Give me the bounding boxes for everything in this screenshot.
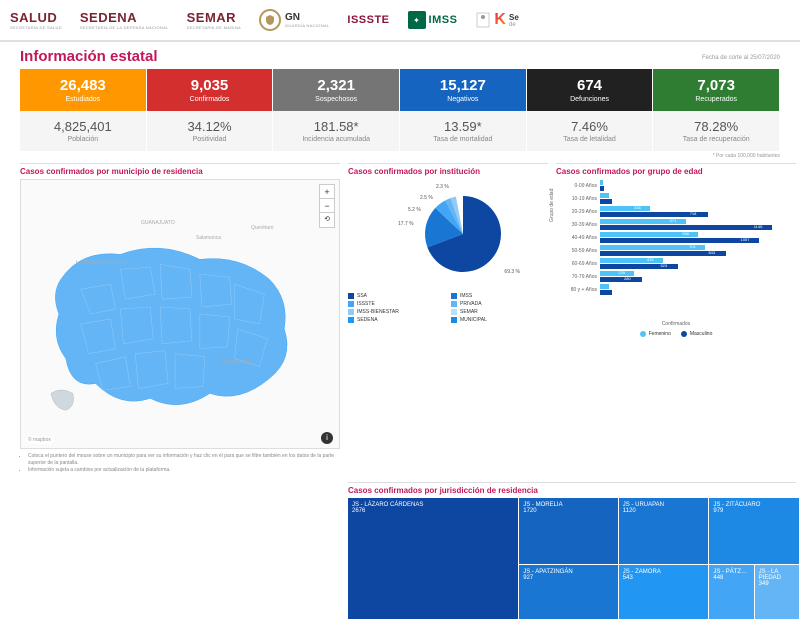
footnote: * Por cada 100,000 habitantes (20, 153, 780, 159)
logo-imss: ✦IMSS (408, 11, 458, 29)
age-title: Casos confirmados por grupo de edad (556, 163, 796, 176)
treemap-cell[interactable]: JS - LÁZARO CÁRDENAS2676 (348, 498, 518, 619)
treemap-cell[interactable]: JS - LA PIEDAD349 (755, 565, 799, 619)
stats-row-bottom: 4,825,401Población34.12%Positividad181.5… (20, 111, 780, 151)
stat-card[interactable]: 181.58*Incidencia acumulada (273, 111, 400, 151)
stat-card[interactable]: 13.59*Tasa de mortalidad (400, 111, 527, 151)
legend-item: Femenino (640, 331, 671, 337)
imss-icon: ✦ (408, 11, 426, 29)
pie-panel: Casos confirmados por institución 2.3 % … (348, 163, 548, 474)
map-attribution: © mapbox (25, 436, 54, 444)
stat-card[interactable]: 674Defunciones (527, 69, 654, 111)
stat-card[interactable]: 78.28%Tasa de recuperación (653, 111, 780, 151)
age-row: 30-39 Años5711145 (556, 218, 796, 231)
treemap-cell[interactable]: JS - PÁTZ…448 (709, 565, 753, 619)
map-title: Casos confirmados por municipio de resid… (20, 163, 340, 176)
stat-card[interactable]: 34.12%Positividad (147, 111, 274, 151)
stats-row-top: 26,483Estudiados9,035Confirmados2,321Sos… (20, 69, 780, 111)
age-chart[interactable]: Grupo de edad 0-09 Años10-19 Años20-29 A… (556, 179, 796, 319)
treemap-cell[interactable]: JS - ZAMORA543 (619, 565, 709, 619)
zoom-in-button[interactable]: + (320, 185, 334, 199)
logo-gn: GNGUARDIA NACIONAL (259, 9, 329, 31)
age-row: 70-79 Años229280 (556, 270, 796, 283)
content: Información estatal Fecha de corte al 25… (0, 42, 800, 624)
legend-item: Masculino (681, 331, 713, 337)
legend-item: SSA (348, 293, 445, 299)
date-note: Fecha de corte al 25/07/2020 (702, 55, 780, 61)
zoom-out-button[interactable]: − (320, 199, 334, 213)
legend-item: IMSS-BIENESTAR (348, 309, 445, 315)
map-zoom-controls[interactable]: + − ⟲ (319, 184, 335, 228)
legend-item: SEMAR (451, 309, 548, 315)
map[interactable]: GUANAJUATO Salamanca Querétaro La Piedad… (20, 179, 340, 449)
treemap-cell[interactable]: JS - ZITÁCUARO979 (709, 498, 799, 564)
treemap-cell[interactable]: JS - APATZINGÁN927 (519, 565, 618, 619)
stat-card[interactable]: 7.46%Tasa de letalidad (527, 111, 654, 151)
age-legend: Femenino Masculino (556, 331, 796, 337)
legend-item: ISSSTE (348, 301, 445, 307)
map-notes: Coloca el puntero del mouse sobre un mun… (20, 453, 340, 474)
stat-card[interactable]: 9,035Confirmados (147, 69, 274, 111)
logo-state: KSede (475, 11, 518, 29)
treemap[interactable]: JS - LÁZARO CÁRDENAS2676JS - MORELIA1720… (348, 498, 796, 618)
age-row: 50-59 Años701843 (556, 244, 796, 257)
zoom-reset-button[interactable]: ⟲ (320, 213, 334, 227)
logo-semar: SEMARSECRETARÍA DE MARINA (187, 10, 241, 30)
stat-card[interactable]: 26,483Estudiados (20, 69, 147, 111)
treemap-title: Casos confirmados por jurisdicción de re… (348, 482, 796, 495)
treemap-cell[interactable]: JS - URUAPAN1120 (619, 498, 709, 564)
info-icon[interactable]: i (321, 432, 333, 444)
header-bar: SALUDSECRETARÍA DE SALUD SEDENASECRETARÍ… (0, 0, 800, 42)
stat-card[interactable]: 2,321Sospechosos (273, 69, 400, 111)
map-panel: Casos confirmados por municipio de resid… (20, 163, 340, 474)
logo-sedena: SEDENASECRETARÍA DE LA DEFENSA NACIONAL (80, 10, 169, 30)
age-row: 20-29 Años334718 (556, 205, 796, 218)
legend-item: SEDENA (348, 317, 445, 323)
stat-card[interactable]: 15,127Negativos (400, 69, 527, 111)
treemap-panel: Casos confirmados por jurisdicción de re… (348, 482, 796, 618)
treemap-cell[interactable]: JS - MORELIA1720 (519, 498, 618, 564)
stat-card[interactable]: 4,825,401Población (20, 111, 147, 151)
shield-icon (259, 9, 281, 31)
legend-item: MUNICIPAL (451, 317, 548, 323)
page-title: Información estatal (20, 48, 780, 65)
pie-chart[interactable]: 2.3 % 2.5 % 5.2 % 17.7 % 69.3 % (348, 179, 548, 289)
pie-title: Casos confirmados por institución (348, 163, 548, 176)
age-row: 0-09 Años (556, 179, 796, 192)
age-row: 80 y + Años (556, 283, 796, 296)
age-row: 60-69 Años419523 (556, 257, 796, 270)
legend-item: PRIVADA (451, 301, 548, 307)
coat-of-arms-icon (475, 11, 491, 29)
stat-card[interactable]: 7,073Recuperados (653, 69, 780, 111)
age-row: 40-49 Años6561057 (556, 231, 796, 244)
logo-salud: SALUDSECRETARÍA DE SALUD (10, 10, 62, 30)
age-panel: Casos confirmados por grupo de edad Grup… (556, 163, 796, 474)
legend-item: IMSS (451, 293, 548, 299)
pie-legend: SSA IMSS ISSSTE PRIVADA IMSS-BIENESTAR SEMAR S… (348, 293, 548, 323)
logo-issste: ISSSTE (347, 14, 389, 26)
age-row: 10-19 Años (556, 192, 796, 205)
